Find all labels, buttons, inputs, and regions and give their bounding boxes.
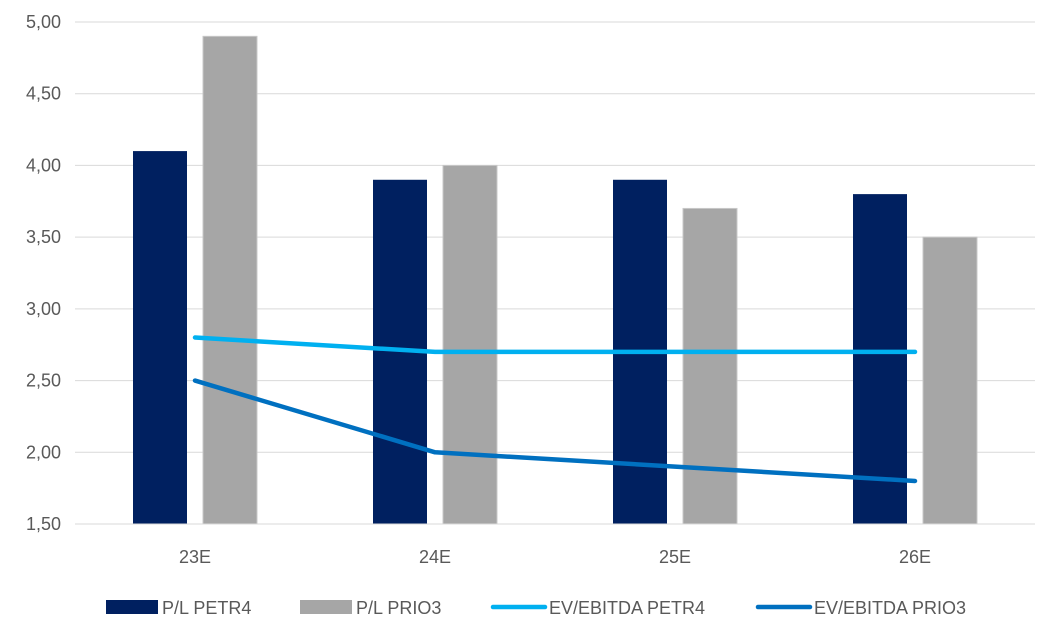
legend-swatch (300, 600, 352, 614)
x-tick-label: 24E (419, 547, 451, 567)
series-lines (192, 335, 918, 484)
x-axis: 23E 24E 25E 26E (75, 523, 1035, 567)
legend-label: EV/EBITDA PRIO3 (814, 598, 966, 618)
bar (133, 151, 187, 525)
legend-swatch (106, 600, 158, 614)
y-tick-label: 2,00 (26, 442, 61, 462)
x-tick-label: 23E (179, 547, 211, 567)
y-axis: 1,50 2,00 2,50 3,00 3,50 4,00 4,50 5,00 (26, 12, 61, 534)
y-tick-label: 2,50 (26, 371, 61, 391)
y-tick-label: 4,00 (26, 155, 61, 175)
series-line (192, 335, 918, 355)
x-tick-label: 25E (659, 547, 691, 567)
y-tick-label: 5,00 (26, 12, 61, 32)
y-tick-label: 3,50 (26, 227, 61, 247)
y-tick-label: 3,00 (26, 299, 61, 319)
x-tick-label: 26E (899, 547, 931, 567)
bars (133, 35, 978, 525)
series-line (192, 378, 918, 484)
y-tick-label: 1,50 (26, 514, 61, 534)
bar (202, 35, 258, 525)
y-tick-label: 4,50 (26, 84, 61, 104)
legend-label: P/L PETR4 (162, 598, 251, 618)
legend-label: P/L PRIO3 (356, 598, 441, 618)
bar (442, 164, 498, 525)
bar (853, 194, 907, 524)
legend: P/L PETR4 P/L PRIO3 EV/EBITDA PETR4 EV/EBIT… (106, 598, 966, 618)
bar (682, 207, 738, 525)
bar (922, 236, 978, 525)
legend-label: EV/EBITDA PETR4 (549, 598, 705, 618)
